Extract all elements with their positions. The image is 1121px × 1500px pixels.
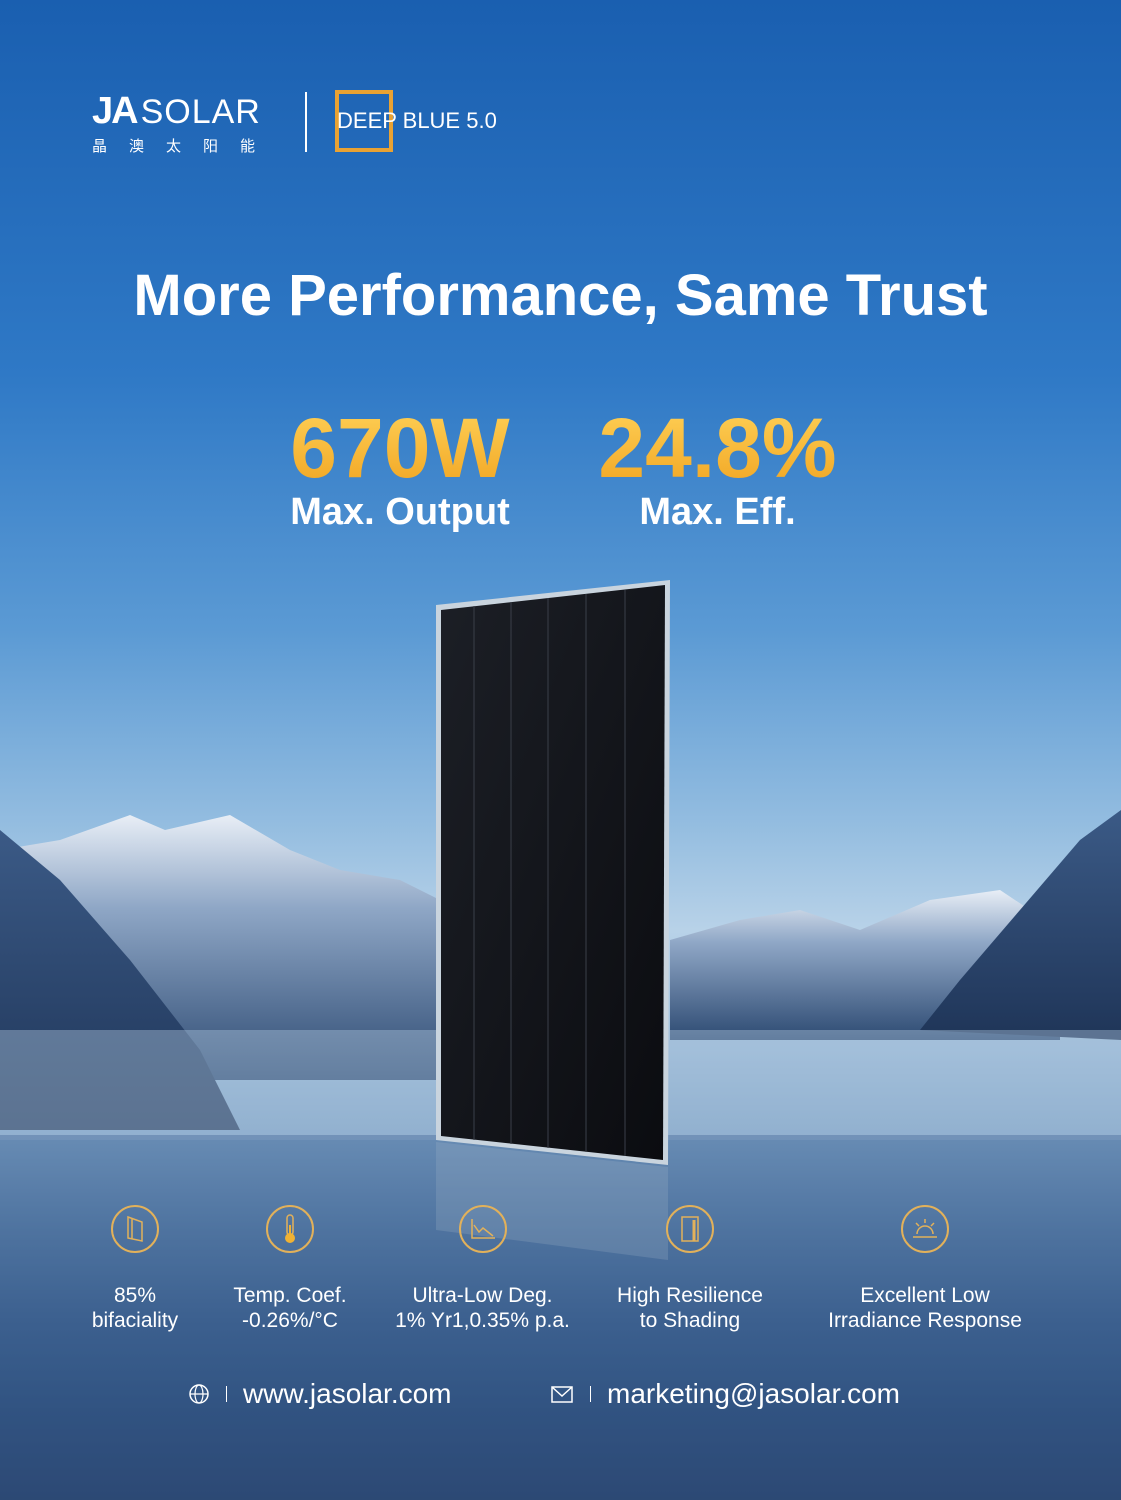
product-name: DEEP BLUE 5.0 xyxy=(337,108,497,133)
feature-line2: Irradiance Response xyxy=(828,1309,1022,1332)
feature-line1: 85% xyxy=(113,1284,157,1307)
feature-line2: to Shading xyxy=(639,1309,741,1332)
globe-icon xyxy=(189,1384,209,1404)
feature-line2: 1% Yr1,0.35% p.a. xyxy=(395,1309,570,1332)
website-contact: www.jasolar.com xyxy=(188,1378,452,1410)
feature-bifaciality: 85% bifaciality xyxy=(70,1205,200,1333)
declining-chart-icon xyxy=(458,1205,507,1253)
logo-chinese-name: 晶澳太阳能 xyxy=(92,138,278,155)
feature-low-irradiance: Excellent Low Irradiance Response xyxy=(800,1205,1050,1333)
shaded-panel-icon xyxy=(666,1205,714,1253)
solar-panel xyxy=(436,580,670,1260)
feature-temp-coef: Temp. Coef. -0.26%/°C xyxy=(215,1205,365,1333)
left-dark-mountain xyxy=(0,830,240,1130)
feature-line1: Excellent Low xyxy=(860,1284,990,1307)
low-sun-icon xyxy=(901,1205,949,1253)
brand-logos: JA SOLAR 晶澳太阳能 DEEP BLUE 5.0 xyxy=(92,90,525,156)
stat-value: 670W xyxy=(270,400,530,497)
stat-value: 24.8% xyxy=(585,400,850,497)
email-link[interactable]: marketing@jasolar.com xyxy=(607,1378,900,1409)
ja-solar-logo: JA SOLAR 晶澳太阳能 xyxy=(92,90,278,155)
headline: More Performance, Same Trust xyxy=(133,263,988,328)
feature-line2: -0.26%/°C xyxy=(242,1309,338,1332)
website-link[interactable]: www.jasolar.com xyxy=(243,1378,452,1409)
logo-divider xyxy=(305,92,308,152)
divider xyxy=(590,1386,591,1402)
thermometer-icon xyxy=(266,1205,314,1253)
stat-label: Max. Output xyxy=(290,491,510,533)
stat-max-efficiency: 24.8% Max. Eff. xyxy=(585,400,850,534)
deep-blue-logo: DEEP BLUE 5.0 xyxy=(335,90,525,152)
feature-line1: Temp. Coef. xyxy=(233,1284,347,1307)
deep-blue-frame-icon xyxy=(335,90,394,152)
feature-shading: High Resilience to Shading xyxy=(600,1205,780,1333)
bifacial-panel-icon xyxy=(111,1205,159,1253)
feature-line1: High Resilience xyxy=(617,1284,763,1307)
mail-icon xyxy=(551,1386,573,1403)
feature-line2: bifaciality xyxy=(91,1309,179,1332)
email-contact: marketing@jasolar.com xyxy=(550,1378,900,1410)
stat-label: Max. Eff. xyxy=(639,491,796,533)
divider xyxy=(226,1386,227,1402)
feature-line1: Ultra-Low Deg. xyxy=(412,1284,553,1307)
feature-degradation: Ultra-Low Deg. 1% Yr1,0.35% p.a. xyxy=(375,1205,590,1333)
stat-max-output: 670W Max. Output xyxy=(270,400,530,534)
right-dark-mountain xyxy=(920,810,1121,1040)
